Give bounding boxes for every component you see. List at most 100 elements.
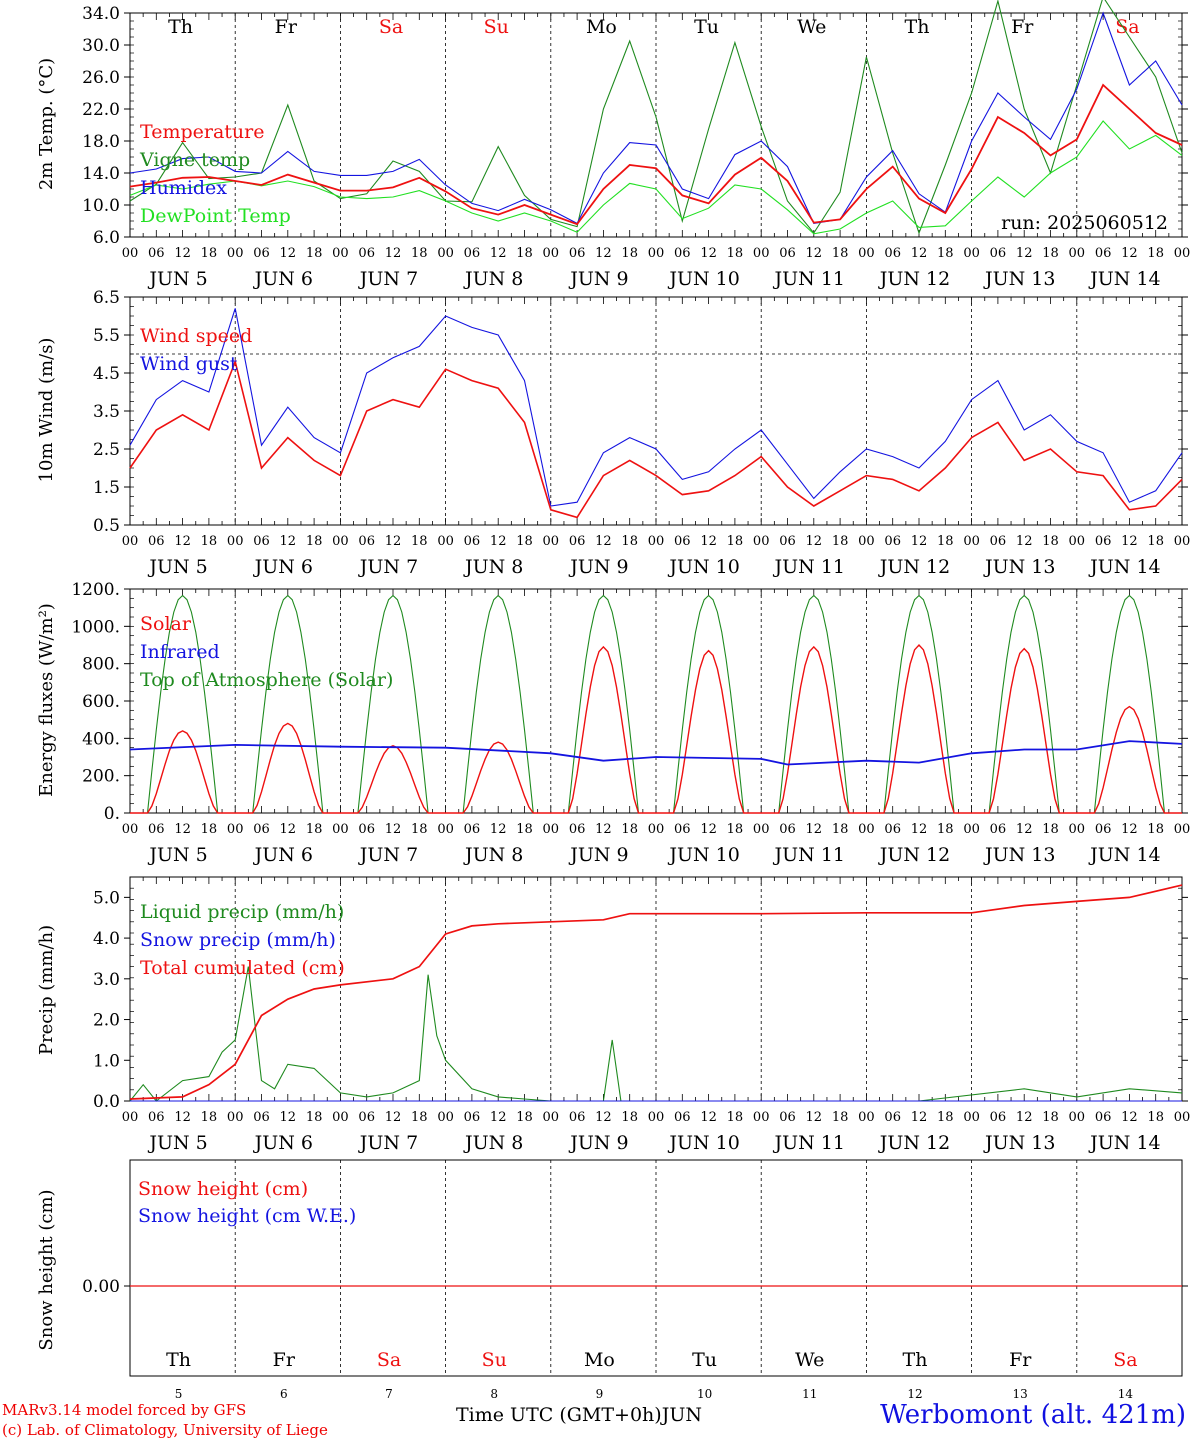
date-label: JUN 7	[358, 844, 418, 866]
date-label: JUN 14	[1088, 844, 1160, 866]
legend-entry: Total cumulated (cm)	[140, 957, 345, 979]
y-tick-label: 5.5	[93, 326, 120, 346]
hour-tick-label: 06	[779, 246, 796, 261]
hour-tick-label: 12	[1016, 534, 1033, 549]
hour-tick-label: 12	[806, 822, 823, 837]
hour-tick-label: 06	[1095, 246, 1112, 261]
hour-tick-label: 12	[174, 1110, 191, 1125]
y-tick-label: 800.	[82, 655, 120, 675]
hour-tick-label: 06	[569, 534, 586, 549]
hour-tick-label: 06	[464, 246, 481, 261]
hour-tick-label: 00	[1174, 534, 1191, 549]
hour-tick-label: 12	[280, 1110, 297, 1125]
hour-tick-label: 18	[201, 1110, 218, 1125]
day-number-label: 10	[697, 1387, 712, 1401]
hour-tick-label: 00	[227, 246, 244, 261]
date-label: JUN 12	[878, 556, 950, 578]
legend-entry: Humidex	[140, 177, 227, 199]
legend-entry: Liquid precip (mm/h)	[140, 901, 344, 923]
legend-entry: Wind gust	[140, 353, 238, 375]
series-line-3	[129, 120, 1183, 235]
solar-line	[130, 643, 1182, 814]
hour-tick-label: 00	[122, 1110, 139, 1125]
y-axis-label: Snow height (cm)	[36, 1189, 57, 1350]
hour-tick-label: 18	[201, 534, 218, 549]
hour-tick-label: 18	[727, 822, 744, 837]
hour-tick-label: 12	[911, 1110, 928, 1125]
date-label: JUN 11	[773, 556, 845, 578]
legend-entry: Solar	[140, 613, 192, 635]
run-label: run: 2025060512	[1001, 212, 1168, 234]
hour-tick-label: 12	[385, 534, 402, 549]
hour-tick-label: 18	[411, 534, 428, 549]
hour-tick-label: 06	[358, 1110, 375, 1125]
hour-tick-label: 00	[1174, 1110, 1191, 1125]
hour-tick-label: 06	[779, 822, 796, 837]
hour-tick-label: 06	[674, 822, 691, 837]
series-line-0	[129, 83, 1183, 226]
hour-tick-label: 00	[543, 822, 560, 837]
hour-tick-label: 12	[174, 534, 191, 549]
hour-tick-label: 18	[832, 1110, 849, 1125]
hour-tick-label: 06	[569, 1110, 586, 1125]
date-label: JUN 5	[147, 1132, 207, 1154]
date-label: JUN 6	[253, 844, 313, 866]
hour-tick-label: 12	[595, 1110, 612, 1125]
hour-tick-label: 18	[516, 534, 533, 549]
legend-entry: Top of Atmosphere (Solar)	[140, 669, 393, 691]
hour-tick-label: 00	[1174, 822, 1191, 837]
weekday-label-bottom: Fr	[273, 1349, 296, 1371]
hour-tick-label: 12	[1016, 246, 1033, 261]
hour-tick-label: 18	[1042, 534, 1059, 549]
hour-tick-label: 12	[490, 534, 507, 549]
hour-tick-label: 12	[806, 534, 823, 549]
hour-tick-label: 00	[963, 534, 980, 549]
hour-tick-label: 00	[1069, 534, 1086, 549]
hour-tick-label: 06	[464, 1110, 481, 1125]
hour-tick-label: 12	[595, 534, 612, 549]
hour-tick-label: 18	[516, 1110, 533, 1125]
date-label: JUN 10	[667, 1132, 739, 1154]
hour-tick-label: 18	[937, 534, 954, 549]
hour-tick-label: 18	[411, 1110, 428, 1125]
date-label: JUN 11	[773, 844, 845, 866]
model-credit: MARv3.14 model forced by GFS	[2, 1401, 247, 1419]
hour-tick-label: 06	[569, 822, 586, 837]
hour-tick-label: 18	[306, 246, 323, 261]
hour-tick-label: 06	[884, 246, 901, 261]
hour-tick-label: 00	[122, 246, 139, 261]
hour-tick-label: 00	[1069, 822, 1086, 837]
hour-tick-label: 12	[385, 246, 402, 261]
hour-tick-label: 00	[332, 246, 349, 261]
hour-tick-label: 00	[543, 534, 560, 549]
date-label: JUN 13	[983, 556, 1055, 578]
y-tick-label: 6.5	[93, 288, 120, 308]
date-label: JUN 13	[983, 268, 1055, 290]
date-label: JUN 14	[1088, 1132, 1160, 1154]
hour-tick-label: 00	[122, 822, 139, 837]
day-number-label: 9	[596, 1387, 604, 1401]
hour-tick-label: 12	[911, 822, 928, 837]
hour-tick-label: 06	[148, 822, 165, 837]
legend-entry: DewPoint Temp	[140, 205, 291, 227]
hour-tick-label: 18	[1147, 1110, 1164, 1125]
hour-tick-label: 12	[1121, 1110, 1138, 1125]
hour-tick-label: 18	[1042, 246, 1059, 261]
y-tick-label: 200.	[82, 767, 120, 787]
weekday-label-bottom: Th	[903, 1349, 928, 1371]
hour-tick-label: 00	[437, 246, 454, 261]
y-tick-label: 34.0	[82, 4, 120, 24]
date-label: JUN 6	[253, 268, 313, 290]
hour-tick-label: 18	[621, 822, 638, 837]
hour-tick-label: 12	[595, 822, 612, 837]
legend-entry: Infrared	[140, 641, 220, 663]
hour-tick-label: 12	[490, 1110, 507, 1125]
hour-tick-label: 06	[148, 534, 165, 549]
station-name: Werbomont (alt. 421m)	[880, 1400, 1186, 1430]
hour-tick-label: 12	[385, 822, 402, 837]
hour-tick-label: 06	[1095, 534, 1112, 549]
hour-tick-label: 18	[201, 246, 218, 261]
hour-tick-label: 18	[411, 246, 428, 261]
hour-tick-label: 18	[1042, 822, 1059, 837]
hour-tick-label: 18	[621, 246, 638, 261]
